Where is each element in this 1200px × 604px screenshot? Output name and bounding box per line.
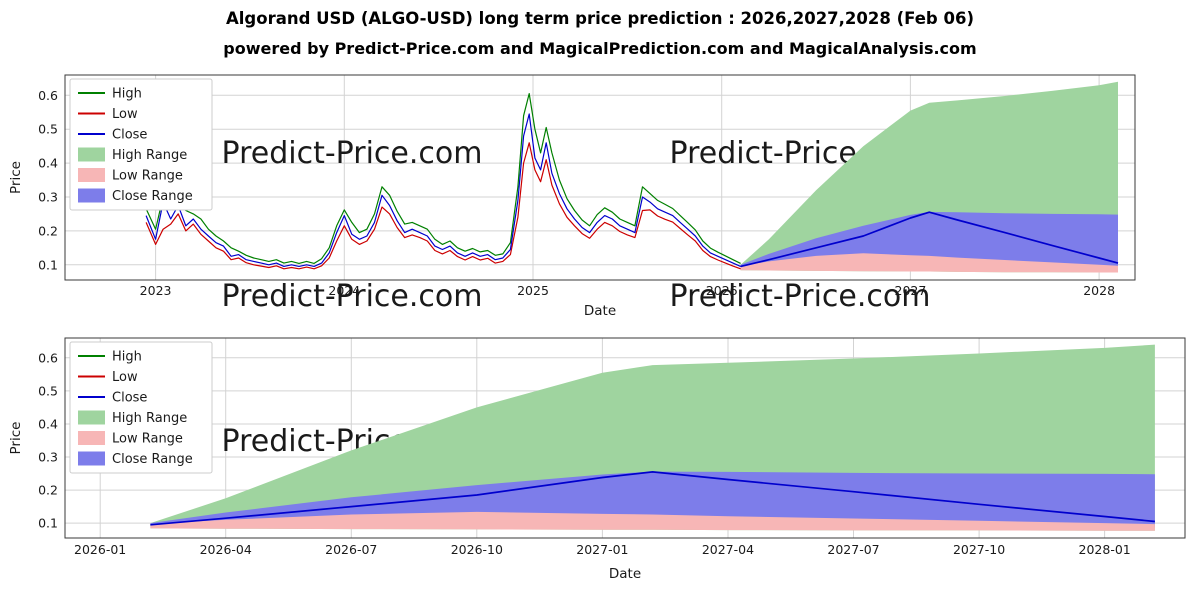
y-tick-label: 0.3 [38,189,58,204]
legend-patch-swatch [78,188,105,203]
chart-title: Algorand USD (ALGO-USD) long term price … [226,9,974,28]
legend-patch-swatch [78,147,105,162]
y-tick-label: 0.4 [38,156,58,171]
x-tick-label: 2026-07 [325,542,377,557]
bottom-chart-svg: Predict-Price.comPredict-Price.com2026-0… [8,337,1186,582]
top-chart: Predict-Price.com Predict-Price.com Predic… [0,62,1200,324]
y-axis-label: Price [8,161,24,194]
x-tick-label: 2025 [517,283,549,298]
x-axis-label: Date [609,566,641,582]
bottom-chart: Predict-Price.comPredict-Price.com2026-0… [0,320,1200,604]
y-tick-label: 0.2 [38,223,58,238]
x-tick-label: 2026-10 [451,542,503,557]
legend-patch-swatch [78,431,105,445]
legend-item-label: Low Range [112,169,183,184]
low-line [145,142,741,270]
legend-patch-swatch [78,168,105,182]
chart-subtitle: powered by Predict-Price.com and Magical… [223,39,977,58]
plot-frame [64,337,1186,539]
y-tick-label: 0.5 [38,122,58,137]
x-tick-label: 2028-01 [1079,542,1131,557]
x-tick-label: 2027-04 [702,542,754,557]
legend-item-label: Close [112,391,147,406]
legend-box [69,78,213,211]
x-tick-label: 2027-01 [576,542,628,557]
legend-patch-swatch [78,451,105,466]
legend-item-label: High Range [112,148,187,163]
watermark-text: Predict-Price.com [222,279,483,314]
legend-patch-swatch [78,410,105,425]
y-tick-label: 0.6 [38,88,58,103]
low-range-area [150,511,1155,531]
high-line [145,93,741,264]
x-tick-label: 2027-10 [953,542,1005,557]
y-tick-label: 0.3 [38,450,58,465]
x-tick-label: 2026-04 [200,542,252,557]
y-tick-label: 0.2 [38,483,58,498]
close-range-area [150,471,1155,528]
legend-item-label: High [112,350,142,365]
y-tick-label: 0.6 [38,350,58,365]
top-chart-svg: Predict-Price.com Predict-Price.com Predic… [8,74,1136,319]
x-tick-label: 2027-07 [827,542,879,557]
x-tick-label: 2023 [140,283,172,298]
legend: High Low Close High Range Low Range Close Ran… [69,78,213,211]
legend-box [69,341,213,474]
legend-item-label: Close Range [112,452,193,467]
plot-frame [64,74,1136,281]
legend-item-label: Low [112,370,138,385]
watermark-text: Predict-Price.com [670,279,931,314]
legend-item-label: High Range [112,411,187,426]
x-tick-label: 2026-01 [74,542,126,557]
y-tick-label: 0.4 [38,416,58,431]
x-tick-label: 2028 [1083,283,1115,298]
legend-item-label: Close Range [112,189,193,204]
legend: High Low Close High Range Low Range Close Ran… [69,341,213,474]
y-tick-label: 0.5 [38,383,58,398]
legend-item-label: Low [112,107,138,122]
low-range-area [740,253,1118,273]
close-line [145,113,741,267]
y-tick-label: 0.1 [38,516,58,531]
y-axis-label: Price [8,422,24,455]
legend-item-label: Low Range [112,432,183,447]
legend-item-label: Close [112,128,147,143]
forecast-close-line [150,471,1155,526]
forecast-close-line [740,211,1119,268]
y-tick-label: 0.1 [38,257,58,272]
legend-item-label: High [112,87,142,102]
x-tick-label: 2026 [706,283,738,298]
x-axis-label: Date [584,303,616,319]
x-tick-label: 2024 [328,283,360,298]
watermark-text: Predict-Price.com [222,136,483,171]
close-range-area [740,211,1118,269]
x-tick-label: 2027 [895,283,927,298]
